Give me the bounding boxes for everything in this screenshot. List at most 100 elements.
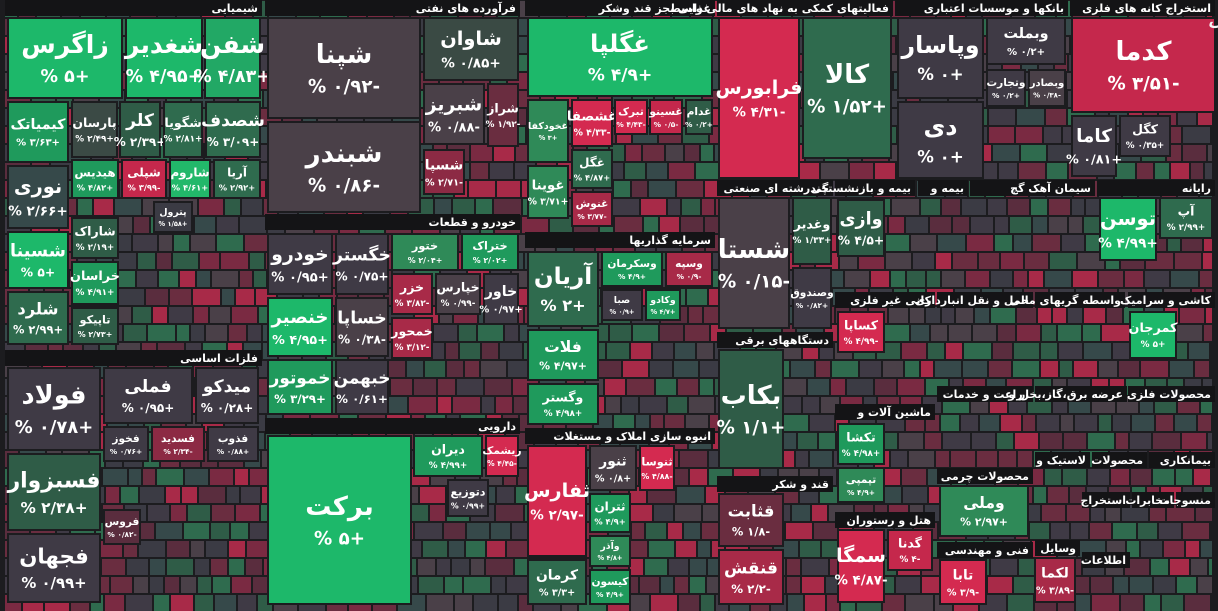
stock-tile[interactable]: خنصیر +۴/۹۵ % xyxy=(267,297,333,357)
stock-tile[interactable]: شغدیر +۴/۹۵ % xyxy=(123,17,203,99)
stock-tile[interactable]: دتوزیع +۰/۹۹ % xyxy=(447,479,489,517)
stock-tile[interactable]: میدکو +۰/۲۸ % xyxy=(195,367,259,424)
stock-tile[interactable]: خاور +۰/۹۷ % xyxy=(479,273,523,325)
stock-tile[interactable]: غوینا +۳/۷۱ % xyxy=(527,165,569,219)
stock-tile[interactable]: تابا -۳/۹ % xyxy=(939,559,987,605)
stock-tile[interactable]: غشصفا -۴/۳۳ % xyxy=(567,99,617,147)
stock-tile[interactable]: کمرجان +۵ % xyxy=(1129,311,1178,359)
stock-tile[interactable]: فولاد +۰/۷۸ % xyxy=(7,367,101,451)
stock-tile[interactable]: دیران +۴/۹۹ % xyxy=(413,435,483,477)
stock-tile[interactable]: وکادو +۴/۷ % xyxy=(645,289,681,321)
stock-tile[interactable]: شراز -۱/۹۲ % xyxy=(486,83,521,147)
stock-tile[interactable]: شاوان +۰/۸۵ % xyxy=(423,17,519,81)
stock-tile[interactable]: آپ +۲/۹۹ % xyxy=(1159,197,1213,239)
stock-tile[interactable]: پترول +۱/۵۸ % xyxy=(153,201,193,233)
stock-tile[interactable]: تاپیکو +۲/۷۳ % xyxy=(71,307,119,345)
stock-tile[interactable]: کالا +۱/۵۲ % xyxy=(802,17,892,159)
stock-tile[interactable]: فخوز +۰/۷۶ % xyxy=(103,426,149,462)
stock-tile[interactable]: سمگا -۴/۸۷ % xyxy=(834,529,888,603)
stock-tile[interactable]: وملی +۲/۹۷ % xyxy=(939,485,1029,537)
stock-tile[interactable]: خمحور -۳/۱۲ % xyxy=(390,317,433,359)
stock-tile[interactable]: ثنوسا -۴/۸۸ % xyxy=(639,445,675,491)
stock-tile[interactable]: قثابت -۱/۸ % xyxy=(718,493,784,547)
stock-tile[interactable]: فذوب +۰/۸۸ % xyxy=(207,426,259,462)
stock-tile[interactable]: تپمپی +۴/۹ % xyxy=(837,467,885,503)
stock-tile[interactable]: خودرو +۰/۹۵ % xyxy=(267,233,333,295)
stock-tile[interactable]: وگستر +۴/۹۸ % xyxy=(527,383,599,425)
stock-tile[interactable]: خزر -۳/۸۲ % xyxy=(391,273,433,315)
stock-tile[interactable]: آریا+۲/۹۲ % xyxy=(213,159,261,199)
stock-tile[interactable]: فلات +۴/۹۷ % xyxy=(527,329,599,381)
stock-tile[interactable]: پارسان +۲/۴۹ % xyxy=(71,101,118,158)
stock-tile[interactable]: کیسون +۴/۹ % xyxy=(589,569,631,605)
stock-tile[interactable]: غگلپا +۴/۹ % xyxy=(527,17,713,97)
stock-tile[interactable]: ثفارس -۲/۹۷ % xyxy=(524,445,590,557)
stock-tile[interactable]: فملی +۰/۹۵ % xyxy=(103,367,193,424)
stock-tile[interactable]: خراسان +۴/۹۱ % xyxy=(70,261,120,305)
stock-tile[interactable]: وغدیر +۱/۳۳ % xyxy=(792,197,832,265)
stock-tile[interactable]: وپاسار +۰ % xyxy=(897,17,984,99)
stock-tile[interactable]: وسکرمان +۴/۹ % xyxy=(601,251,663,287)
stock-tile[interactable]: وتجارت +۰/۲ % xyxy=(986,69,1026,107)
stock-tile[interactable]: شبریز -۰/۸۸ % xyxy=(423,83,485,145)
stock-tile[interactable]: خموتور +۳/۲۹ % xyxy=(267,359,333,415)
stock-tile[interactable]: توسن +۴/۹۹ % xyxy=(1098,197,1158,261)
stock-tile[interactable]: شپلی -۳/۹۹ % xyxy=(121,159,167,199)
stock-tile[interactable]: کساپا -۴/۹۹ % xyxy=(837,311,885,353)
stock-tile[interactable]: شبندر -۰/۸۶ % xyxy=(267,121,421,213)
stock-tile[interactable]: وازی +۴/۵ % xyxy=(837,199,885,257)
stock-tile[interactable]: برکت +۵ % xyxy=(267,435,412,605)
stock-tile[interactable]: فسبزوار +۲/۳۸ % xyxy=(7,453,101,531)
stock-tile[interactable]: خبهمن +۰/۶۱ % xyxy=(334,359,391,415)
stock-tile[interactable]: فجهان +۰/۹۹ % xyxy=(7,533,101,603)
stock-tile[interactable]: شفن +۴/۸۳ % xyxy=(194,17,271,99)
stock-tile[interactable]: ثنور +۰/۸ % xyxy=(589,445,637,491)
stock-tile[interactable]: دی +۰ % xyxy=(897,101,984,179)
stock-tile[interactable]: وصندوق +۰/۸۲ % xyxy=(790,267,834,329)
stock-tile[interactable]: زاگرس +۵ % xyxy=(7,17,123,99)
stock-tile[interactable]: کاما +۰/۸۱ % xyxy=(1066,115,1122,177)
stock-tile[interactable]: شلرد +۲/۹۹ % xyxy=(7,291,69,345)
stock-tile[interactable]: وبملت +۰/۲ % xyxy=(986,17,1066,65)
stock-tile[interactable]: فروس -۰/۸۲ % xyxy=(103,509,141,545)
stock-tile[interactable]: وسپه -۰/۹ % xyxy=(665,251,713,287)
stock-tile[interactable]: ریشمک -۴/۴۵ % xyxy=(482,435,522,477)
stock-tile[interactable]: غنوش -۳/۷۷ % xyxy=(571,191,613,227)
stock-tile[interactable]: غگل +۴/۸۷ % xyxy=(571,149,613,189)
stock-tile[interactable]: خساپا -۰/۳۸ % xyxy=(335,297,389,357)
stock-tile[interactable]: کیمیاتک +۳/۶۳ % xyxy=(7,101,69,163)
stock-tile[interactable]: خپارس -۰/۹۹ % xyxy=(435,273,481,315)
stock-tile[interactable]: کگل +۰/۳۵ % xyxy=(1119,115,1171,157)
stock-tile[interactable]: ثتران+۴/۹ % xyxy=(589,493,631,533)
stock-tile[interactable]: بکاب +۱/۱ % xyxy=(717,349,786,469)
stock-tile[interactable]: شاراک +۲/۱۹ % xyxy=(71,217,119,259)
stock-tile[interactable]: تبرک -۴/۴۳ % xyxy=(614,99,648,135)
stock-tile[interactable]: شگویا +۲/۸۱ % xyxy=(163,101,203,158)
stock-tile[interactable]: لکما -۳/۸۹ % xyxy=(1034,557,1076,603)
stock-tile[interactable]: غخودکفا +۳ % xyxy=(527,99,569,163)
stock-tile[interactable]: شسینا +۵ % xyxy=(7,231,69,289)
stock-tile[interactable]: شستا -۰/۱۵ % xyxy=(718,197,790,329)
stock-tile[interactable]: ختور +۲/۰۴ % xyxy=(391,233,459,271)
stock-tile[interactable]: هیدیس +۴/۸۲ % xyxy=(71,159,119,199)
stock-tile[interactable]: شپنا -۰/۹۲ % xyxy=(267,17,421,119)
stock-tile[interactable]: نوری +۲/۶۶ % xyxy=(7,165,69,229)
stock-tile[interactable]: کدما -۳/۵۱ % xyxy=(1071,17,1216,113)
stock-tile[interactable]: وبصادر -۰/۳۸ % xyxy=(1028,69,1066,107)
stock-tile[interactable]: ختراک +۲/۰۲ % xyxy=(461,233,519,271)
stock-tile[interactable]: قنقش -۲/۲ % xyxy=(718,549,784,605)
stock-tile[interactable]: شسپا -۲/۷۱ % xyxy=(423,149,465,195)
stock-tile[interactable]: کرمان +۳/۳ % xyxy=(527,559,587,605)
stock-tile[interactable]: آریان +۲ % xyxy=(527,251,599,327)
stock-tile[interactable]: گدنا -۴ % xyxy=(887,529,933,571)
stock-tile[interactable]: شاروم+۴/۶۱ % xyxy=(169,159,211,199)
stock-tile[interactable]: شصدف +۳/۰۹ % xyxy=(201,101,265,158)
stock-tile[interactable]: وآذر +۴/۸ % xyxy=(589,535,631,567)
stock-tile[interactable]: غدام +۰/۲ % xyxy=(685,99,713,135)
stock-tile[interactable]: کلر +۲/۳۹ % xyxy=(114,101,167,158)
stock-tile[interactable]: فرابورس -۴/۳۱ % xyxy=(716,17,803,179)
stock-tile[interactable]: تکشا +۴/۹۸ % xyxy=(837,423,885,465)
stock-tile[interactable]: صبا +۰/۹ % xyxy=(601,289,643,321)
stock-tile[interactable]: فسدید -۲/۳۴ % xyxy=(151,426,205,462)
stock-tile[interactable]: خگستر +۰/۷۵ % xyxy=(332,233,391,295)
